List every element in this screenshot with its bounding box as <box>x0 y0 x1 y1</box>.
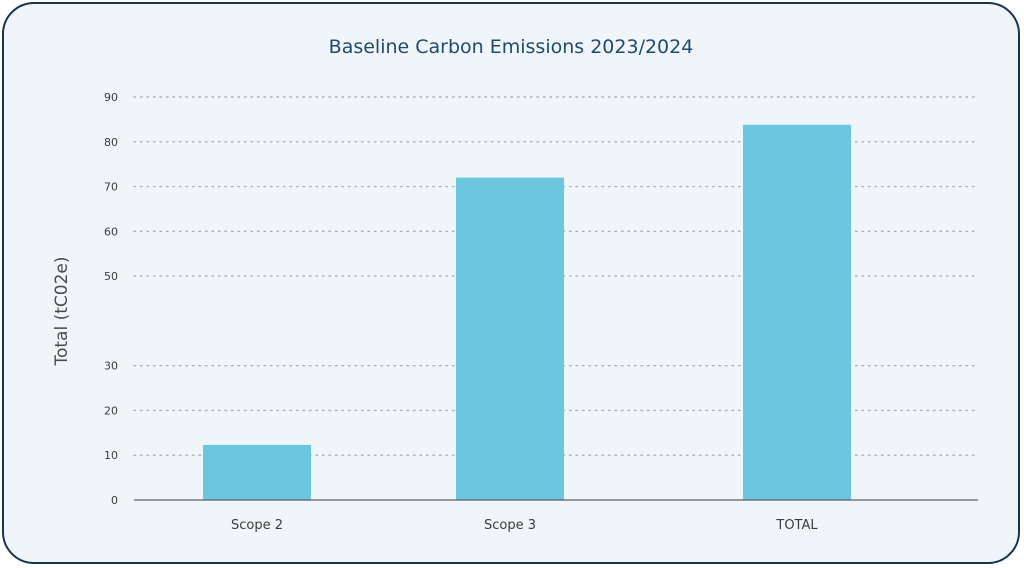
bar <box>743 124 851 501</box>
y-tick-label: 0 <box>111 494 118 507</box>
y-tick-label: 60 <box>104 225 118 238</box>
y-tick-label: 70 <box>104 181 118 194</box>
y-tick-label: 50 <box>104 270 118 283</box>
x-tick-label: Scope 2 <box>231 518 283 533</box>
y-tick-label: 90 <box>104 91 118 104</box>
x-tick-label: TOTAL <box>775 518 818 533</box>
x-tick-label: Scope 3 <box>484 518 536 533</box>
bar <box>456 177 564 500</box>
y-tick-label: 30 <box>104 360 118 373</box>
y-tick-label: 20 <box>104 404 118 417</box>
y-tick-label: 10 <box>104 449 118 462</box>
chart-title: Baseline Carbon Emissions 2023/2024 <box>328 36 694 58</box>
y-tick-label: 80 <box>104 136 118 149</box>
bar <box>203 444 311 500</box>
